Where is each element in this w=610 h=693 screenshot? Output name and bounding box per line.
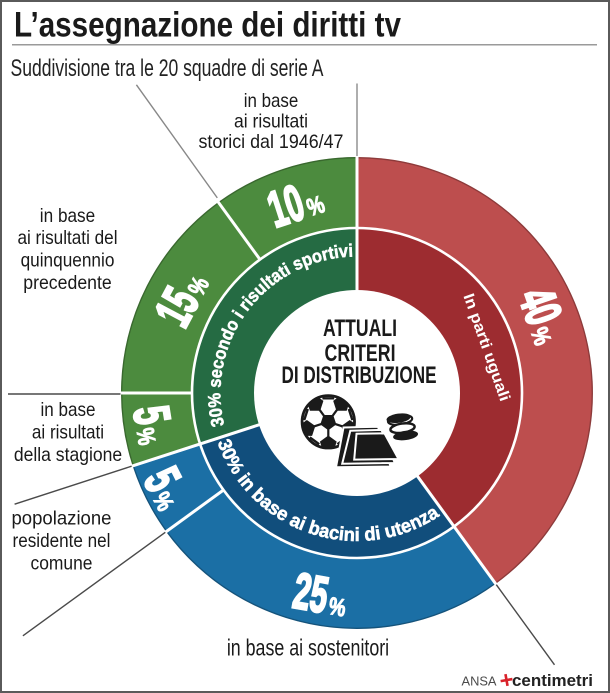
svg-text:ai risultati del: ai risultati del xyxy=(17,227,117,249)
svg-text:residente nel: residente nel xyxy=(13,530,111,552)
svg-text:%: % xyxy=(326,593,348,623)
svg-text:Suddivisione tra le 20 squadre: Suddivisione tra le 20 squadre di serie … xyxy=(11,55,324,82)
svg-text:popolazione: popolazione xyxy=(12,508,112,530)
svg-text:L’assegnazione dei diritti tv: L’assegnazione dei diritti tv xyxy=(14,6,401,45)
svg-text:ai risultati: ai risultati xyxy=(32,422,104,444)
svg-text:25: 25 xyxy=(289,562,332,624)
svg-text:quinquennio: quinquennio xyxy=(21,250,115,272)
svg-text:storici dal 1946/47: storici dal 1946/47 xyxy=(199,131,344,153)
svg-text:%: % xyxy=(131,426,160,447)
svg-text:ANSA: ANSA xyxy=(462,674,497,689)
svg-text:comune: comune xyxy=(31,552,93,574)
svg-text:DI DISTRIBUZIONE: DI DISTRIBUZIONE xyxy=(282,362,437,389)
svg-text:precedente: precedente xyxy=(23,272,112,294)
svg-text:ai risultati: ai risultati xyxy=(234,110,308,132)
svg-text:in base: in base xyxy=(41,399,96,421)
svg-text:ATTUALI: ATTUALI xyxy=(323,315,397,342)
svg-text:in base ai sostenitori: in base ai sostenitori xyxy=(227,635,389,661)
svg-text:centimetri: centimetri xyxy=(512,672,593,690)
svg-text:in base: in base xyxy=(244,90,299,112)
svg-text:della stagione: della stagione xyxy=(14,444,122,466)
svg-text:CRITERI: CRITERI xyxy=(325,340,396,367)
svg-text:in base: in base xyxy=(40,205,95,227)
